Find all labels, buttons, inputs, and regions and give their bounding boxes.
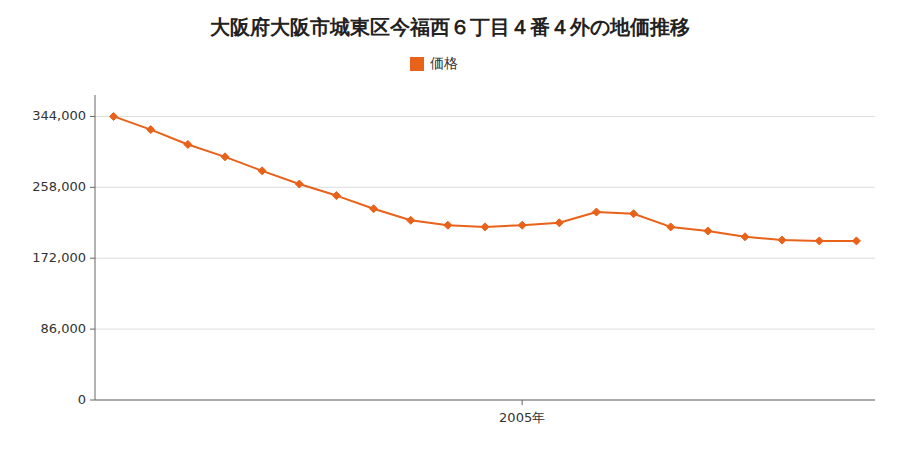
marker	[852, 237, 860, 245]
marker	[704, 227, 712, 235]
y-grid	[95, 116, 875, 400]
marker	[184, 140, 192, 148]
marker	[815, 237, 823, 245]
marker	[778, 236, 786, 244]
y-tick	[90, 116, 95, 117]
legend-label: 価格	[430, 55, 458, 71]
x-axis-line	[95, 400, 875, 401]
marker	[592, 208, 600, 216]
x-tick-label: 2005年	[499, 410, 545, 425]
y-tick-label: 0	[78, 392, 86, 407]
marker	[110, 112, 118, 120]
legend: 価格	[410, 55, 458, 71]
marker	[667, 223, 675, 231]
y-tick-label: 344,000	[32, 108, 86, 123]
title: 大阪府大阪市城東区今福西６丁目４番４外の地価推移	[210, 15, 690, 39]
marker	[630, 210, 638, 218]
y-tick-label: 258,000	[32, 179, 86, 194]
y-tick	[90, 258, 95, 259]
grid-line	[95, 116, 875, 117]
x-axis: 2005年	[95, 400, 875, 425]
marker	[407, 216, 415, 224]
marker	[221, 153, 229, 161]
marker	[370, 205, 378, 213]
grid-line	[95, 329, 875, 330]
marker	[258, 167, 266, 175]
marker	[295, 180, 303, 188]
marker	[518, 221, 526, 229]
x-tick	[522, 400, 523, 405]
marker	[555, 219, 563, 227]
marker	[147, 126, 155, 134]
marker	[481, 223, 489, 231]
grid-line	[95, 258, 875, 259]
chart: 大阪府大阪市城東区今福西６丁目４番４外の地価推移 0 86,000 172,000 25…	[0, 0, 900, 450]
plot-area	[110, 112, 861, 244]
y-axis: 0 86,000 172,000 258,000 344,000	[32, 95, 95, 407]
grid-line	[95, 400, 875, 401]
y-tick-label: 86,000	[41, 321, 87, 336]
y-axis-line	[95, 95, 96, 400]
marker	[741, 233, 749, 241]
y-tick	[90, 329, 95, 330]
line	[114, 116, 857, 240]
marker	[332, 192, 340, 200]
grid-line	[95, 187, 875, 188]
legend-swatch	[410, 57, 424, 71]
marker	[444, 221, 452, 229]
y-tick-label: 172,000	[32, 250, 86, 265]
y-tick	[90, 400, 95, 401]
y-tick	[90, 187, 95, 188]
